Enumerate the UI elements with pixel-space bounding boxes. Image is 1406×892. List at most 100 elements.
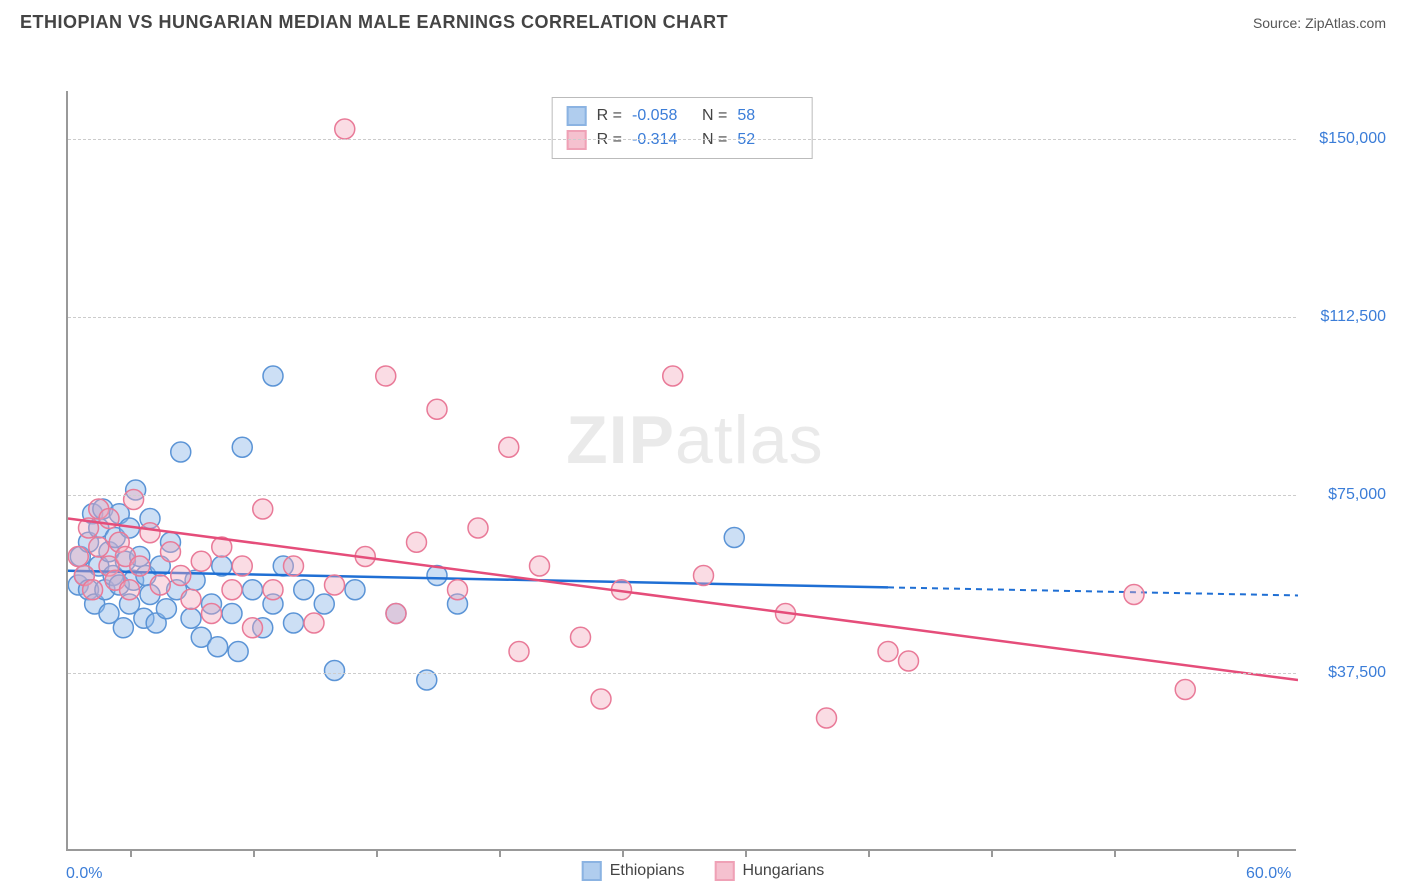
scatter-point xyxy=(113,618,133,638)
gridline xyxy=(68,673,1296,674)
scatter-point xyxy=(325,575,345,595)
scatter-point xyxy=(171,442,191,462)
scatter-point xyxy=(878,642,898,662)
scatter-point xyxy=(335,119,355,139)
scatter-point xyxy=(130,556,150,576)
scatter-point xyxy=(150,575,170,595)
n-label: N = xyxy=(702,128,727,152)
x-tick xyxy=(868,849,870,857)
scatter-point xyxy=(407,532,427,552)
legend-row-hungarians: R = -0.314 N = 52 xyxy=(567,128,798,152)
r-value-ethiopians: -0.058 xyxy=(632,104,692,128)
scatter-point xyxy=(202,604,222,624)
scatter-point xyxy=(228,642,248,662)
scatter-point xyxy=(530,556,550,576)
scatter-point xyxy=(724,528,744,548)
x-tick xyxy=(991,849,993,857)
scatter-point xyxy=(68,547,88,567)
x-tick xyxy=(253,849,255,857)
y-tick-label: $150,000 xyxy=(1306,130,1386,148)
swatch-ethiopians xyxy=(567,106,587,126)
gridline xyxy=(68,495,1296,496)
plot-area: ZIPatlas R = -0.058 N = 58 R = -0.314 N … xyxy=(66,91,1296,851)
x-tick xyxy=(130,849,132,857)
x-tick xyxy=(1237,849,1239,857)
n-value-hungarians: 52 xyxy=(737,128,797,152)
scatter-point xyxy=(294,580,314,600)
r-label: R = xyxy=(597,128,622,152)
legend-item-ethiopians: Ethiopians xyxy=(582,861,685,881)
scatter-point xyxy=(181,589,201,609)
x-axis-max-label: 60.0% xyxy=(1246,865,1291,883)
y-tick-label: $112,500 xyxy=(1306,308,1386,326)
x-tick xyxy=(1114,849,1116,857)
x-tick xyxy=(499,849,501,857)
scatter-point xyxy=(243,580,263,600)
n-value-ethiopians: 58 xyxy=(737,104,797,128)
correlation-legend: R = -0.058 N = 58 R = -0.314 N = 52 xyxy=(552,97,813,159)
scatter-point xyxy=(222,580,242,600)
trend-line-extrapolated xyxy=(888,587,1298,595)
swatch-ethiopians xyxy=(582,861,602,881)
source-attribution: Source: ZipAtlas.com xyxy=(1253,15,1386,31)
scatter-point xyxy=(263,366,283,386)
scatter-point xyxy=(161,542,181,562)
scatter-point xyxy=(120,580,140,600)
scatter-point xyxy=(191,551,211,571)
scatter-point xyxy=(156,599,176,619)
scatter-point xyxy=(899,651,919,671)
scatter-point xyxy=(253,499,273,519)
source-name: ZipAtlas.com xyxy=(1305,15,1386,31)
scatter-point xyxy=(314,594,334,614)
gridline xyxy=(68,317,1296,318)
scatter-point xyxy=(694,566,714,586)
y-tick-label: $75,000 xyxy=(1306,486,1386,504)
scatter-point xyxy=(304,613,324,633)
scatter-point xyxy=(181,608,201,628)
swatch-hungarians xyxy=(714,861,734,881)
scatter-point xyxy=(325,661,345,681)
scatter-point xyxy=(509,642,529,662)
scatter-point xyxy=(232,437,252,457)
header: ETHIOPIAN VS HUNGARIAN MEDIAN MALE EARNI… xyxy=(0,0,1406,41)
scatter-point xyxy=(284,613,304,633)
scatter-point xyxy=(817,708,837,728)
scatter-point xyxy=(222,604,242,624)
y-tick-label: $37,500 xyxy=(1306,664,1386,682)
swatch-hungarians xyxy=(567,130,587,150)
scatter-point xyxy=(345,580,365,600)
x-axis-min-label: 0.0% xyxy=(66,865,102,883)
scatter-point xyxy=(376,366,396,386)
scatter-point xyxy=(263,580,283,600)
x-tick xyxy=(376,849,378,857)
scatter-point xyxy=(89,537,109,557)
scatter-point xyxy=(171,566,191,586)
scatter-point xyxy=(427,399,447,419)
series-legend: Ethiopians Hungarians xyxy=(582,861,825,881)
scatter-svg xyxy=(68,91,1298,851)
legend-label-hungarians: Hungarians xyxy=(742,862,824,880)
scatter-point xyxy=(284,556,304,576)
scatter-point xyxy=(499,437,519,457)
gridline xyxy=(68,139,1296,140)
legend-row-ethiopians: R = -0.058 N = 58 xyxy=(567,104,798,128)
scatter-point xyxy=(448,580,468,600)
scatter-point xyxy=(83,580,103,600)
r-label: R = xyxy=(597,104,622,128)
scatter-point xyxy=(591,689,611,709)
scatter-point xyxy=(1124,585,1144,605)
source-prefix: Source: xyxy=(1253,15,1305,31)
x-tick xyxy=(622,849,624,857)
scatter-point xyxy=(468,518,488,538)
legend-label-ethiopians: Ethiopians xyxy=(610,862,685,880)
scatter-point xyxy=(208,637,228,657)
legend-item-hungarians: Hungarians xyxy=(714,861,824,881)
scatter-point xyxy=(386,604,406,624)
n-label: N = xyxy=(702,104,727,128)
scatter-point xyxy=(232,556,252,576)
scatter-point xyxy=(243,618,263,638)
scatter-point xyxy=(124,490,144,510)
scatter-point xyxy=(663,366,683,386)
r-value-hungarians: -0.314 xyxy=(632,128,692,152)
scatter-point xyxy=(571,627,591,647)
